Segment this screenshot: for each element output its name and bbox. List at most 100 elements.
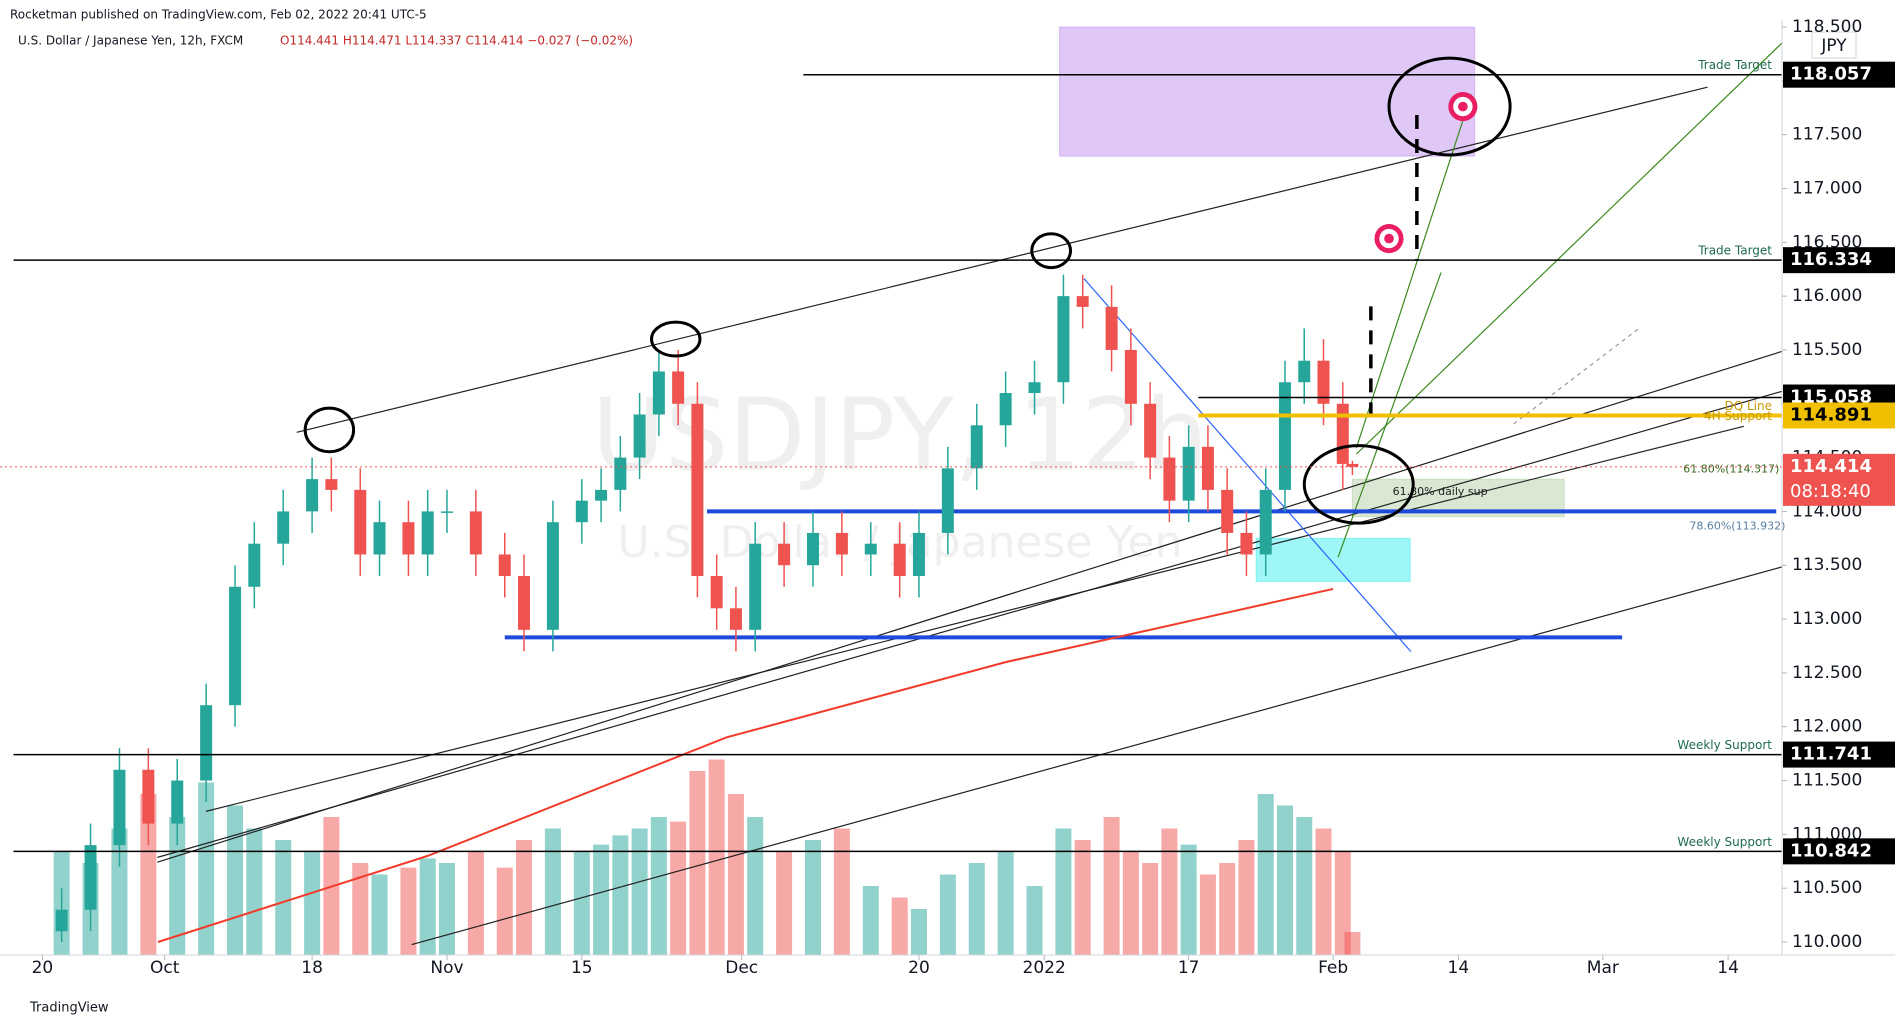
volume-bar xyxy=(1315,828,1332,955)
watermark: USDJPY, 12h xyxy=(592,376,1209,493)
x-tick-label: 15 xyxy=(571,958,593,978)
volume-bar xyxy=(1180,844,1197,955)
candle-body xyxy=(546,522,559,630)
level-label: 110.842 xyxy=(1790,840,1872,861)
volume-bar xyxy=(833,828,850,955)
y-tick-label: 110.000 xyxy=(1792,932,1862,952)
volume-bar xyxy=(1122,851,1139,955)
hand-circle xyxy=(650,320,702,358)
last-price-bg xyxy=(1783,453,1895,506)
level-label: 118.057 xyxy=(1790,64,1872,85)
candle-body xyxy=(1278,382,1291,490)
volume-bar xyxy=(891,897,908,955)
candle-body xyxy=(1163,457,1176,501)
candle-body xyxy=(229,586,242,706)
trend-line xyxy=(157,350,1783,863)
volume-bar xyxy=(1074,840,1091,955)
volume-bar xyxy=(1142,863,1159,955)
volume-bar xyxy=(140,794,157,955)
candle-body xyxy=(749,543,762,630)
level-label-bg xyxy=(1783,247,1895,274)
volume-bar xyxy=(227,805,244,955)
level-label: 116.334 xyxy=(1790,249,1872,270)
volume-bar xyxy=(1219,863,1236,955)
level-note: Trade Target xyxy=(1697,58,1772,72)
candle-body xyxy=(999,393,1012,426)
zone xyxy=(1255,537,1411,582)
candle-body xyxy=(1076,296,1089,307)
countdown: 08:18:40 xyxy=(1790,481,1871,502)
x-tick-label: 14 xyxy=(1448,958,1470,978)
x-tick-label: Dec xyxy=(725,958,758,978)
level-note: Weekly Support xyxy=(1677,835,1772,849)
currency: JPY xyxy=(1820,36,1847,56)
y-tick-label: 117.500 xyxy=(1792,125,1862,145)
annotation: 61.80% daily sup xyxy=(1393,485,1488,498)
candle-body xyxy=(498,554,511,576)
candle-body xyxy=(806,532,819,566)
volume-bar xyxy=(1161,828,1178,955)
volume-bar xyxy=(516,840,533,955)
annotation: 78.60%(113.932) xyxy=(1689,520,1785,533)
publisher: Rocketman published on TradingView.com, … xyxy=(10,8,427,22)
candle-body xyxy=(113,769,126,846)
volume-bar xyxy=(544,828,561,955)
trend-line xyxy=(205,425,1744,812)
candle-body xyxy=(200,705,213,781)
candle-body xyxy=(672,371,685,404)
y-tick-label: 113.500 xyxy=(1792,555,1862,575)
candle-body xyxy=(1336,403,1349,464)
level-note: 4H Support xyxy=(1704,409,1772,423)
volume-bar xyxy=(997,851,1014,955)
y-tick-label: 113.000 xyxy=(1792,609,1862,629)
candle-body xyxy=(1221,489,1234,533)
candle-body xyxy=(1105,306,1118,350)
candle-body xyxy=(912,532,925,576)
hand-circle xyxy=(1030,232,1073,270)
candle-body xyxy=(633,414,646,458)
volume-bar xyxy=(275,840,292,955)
candle-body xyxy=(864,543,877,555)
candle-body xyxy=(893,543,906,576)
volume-bar xyxy=(1276,805,1293,955)
candle-body xyxy=(277,511,290,544)
x-tick-label: 20 xyxy=(32,958,54,978)
candle-body xyxy=(691,403,704,576)
volume-bar xyxy=(650,817,667,955)
volume-bar xyxy=(939,874,956,955)
candle-body xyxy=(402,522,415,555)
candle-body xyxy=(778,543,791,566)
x-tick-label: 20 xyxy=(908,958,930,978)
hand-circle xyxy=(1302,444,1415,525)
level-note: Trade Target xyxy=(1697,244,1772,258)
volume-bar xyxy=(1296,817,1313,955)
candle-body xyxy=(421,511,434,555)
target-icon xyxy=(1384,233,1394,244)
trend-line xyxy=(1083,278,1412,652)
volume-bar xyxy=(371,874,388,955)
y-tick-label: 110.500 xyxy=(1792,878,1862,898)
candle-body xyxy=(306,479,319,512)
volume-bar xyxy=(689,771,706,955)
y-tick-label: 117.000 xyxy=(1792,178,1862,198)
level-label: 115.058 xyxy=(1790,387,1872,408)
candle-body xyxy=(1259,489,1272,555)
hand-circle xyxy=(1387,56,1512,157)
candle-body xyxy=(1057,296,1070,383)
symbol-line: U.S. Dollar / Japanese Yen, 12h, FXCM xyxy=(18,34,243,48)
candle-body xyxy=(440,511,453,513)
annotation: 61.80%(114.317) xyxy=(1683,462,1779,475)
level-label-bg xyxy=(1783,402,1895,429)
trend-line xyxy=(1355,41,1784,455)
volume-bar xyxy=(304,851,321,955)
volume-bar xyxy=(968,863,985,955)
candle-body xyxy=(373,522,386,555)
x-tick-label: Nov xyxy=(430,958,463,978)
volume-bar xyxy=(198,782,215,955)
candle-body xyxy=(614,457,627,490)
currency-box[interactable] xyxy=(1811,31,1857,59)
volume-bar xyxy=(727,794,744,955)
volume-bar xyxy=(1238,840,1255,955)
